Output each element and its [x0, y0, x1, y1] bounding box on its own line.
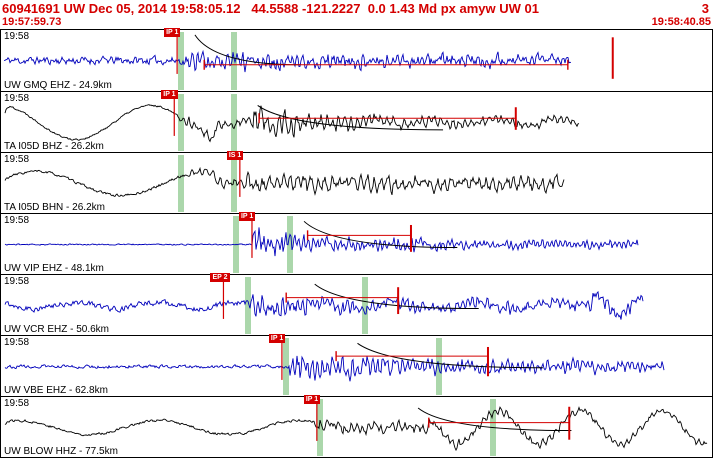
station-label: UW VCR EHZ - 50.6km — [4, 324, 110, 335]
trace-panel-7[interactable]: IP 1 19:58 UW BLOW HHZ - 77.5km — [1, 395, 713, 458]
coda-decay-curve — [417, 407, 572, 432]
trace-time-label: 19:58 — [4, 276, 30, 287]
theoretical-arrival-marker — [231, 94, 238, 151]
seismogram-trace — [4, 227, 639, 257]
theoretical-arrival-marker — [177, 32, 184, 90]
trace-time-label: 19:58 — [4, 31, 30, 42]
phase-pick-flag[interactable]: IP 1 — [303, 395, 321, 404]
station-label: UW VIP EHZ - 48.1km — [4, 263, 104, 274]
trace-time-label: 19:58 — [4, 154, 30, 165]
theoretical-arrival-marker — [231, 32, 238, 90]
window-start-time: 19:57:59.73 — [2, 16, 62, 28]
seismogram-trace — [4, 406, 708, 452]
trace-time-label: 19:58 — [4, 93, 30, 104]
theoretical-arrival-marker — [286, 216, 293, 273]
theoretical-arrival-marker — [231, 155, 238, 212]
coda-decay-curve — [257, 105, 444, 131]
waveform-plot[interactable] — [1, 30, 713, 91]
theoretical-arrival-marker — [361, 277, 368, 334]
coda-decay-curve — [194, 34, 301, 66]
phase-pick-flag[interactable]: IS 1 — [226, 151, 244, 160]
station-label: UW BLOW HHZ - 77.5km — [4, 446, 118, 457]
trace-panel-stack: IP 1 19:58 UW GMQ EHZ - 24.9km IP 1 19:58 TA … — [0, 28, 713, 458]
seismogram-trace — [4, 290, 644, 320]
seismogram-trace — [4, 104, 580, 143]
station-label: TA I05D BHN - 26.2km — [4, 202, 105, 213]
trace-panel-4[interactable]: IP 1 19:58 UW VIP EHZ - 48.1km — [1, 212, 713, 275]
window-end-time: 19:58:40.85 — [651, 16, 711, 28]
theoretical-arrival-marker — [316, 399, 323, 456]
trace-panel-3[interactable]: IS 1 19:58 TA I05D BHN - 26.2km — [1, 151, 713, 214]
phase-pick-flag[interactable]: EP 2 — [210, 273, 230, 282]
station-label: UW VBE EHZ - 62.8km — [4, 385, 108, 396]
phase-pick-flag[interactable]: IP 1 — [268, 334, 286, 343]
trace-time-label: 19:58 — [4, 215, 30, 226]
station-label: UW GMQ EHZ - 24.9km — [4, 80, 112, 91]
theoretical-arrival-marker — [436, 338, 443, 395]
trace-time-label: 19:58 — [4, 337, 30, 348]
theoretical-arrival-marker — [177, 94, 184, 151]
trace-panel-6[interactable]: IP 1 19:58 UW VBE EHZ - 62.8km — [1, 334, 713, 397]
trace-panel-5[interactable]: EP 2 19:58 UW VCR EHZ - 50.6km — [1, 273, 713, 336]
waveform-plot[interactable] — [1, 275, 713, 336]
event-info-text: 60941691 UW Dec 05, 2014 19:58:05.12 44.… — [2, 1, 539, 16]
trace-count: 3 — [701, 1, 709, 16]
event-header: 60941691 UW Dec 05, 2014 19:58:05.12 44.… — [0, 0, 713, 16]
seismogram-trace — [4, 166, 565, 197]
seismogram-trace — [4, 355, 665, 382]
phase-pick-flag[interactable]: IP 1 — [164, 28, 181, 37]
trace-panel-2[interactable]: IP 1 19:58 TA I05D BHZ - 26.2km — [1, 90, 713, 153]
theoretical-arrival-marker — [244, 277, 251, 334]
trace-time-label: 19:58 — [4, 398, 30, 409]
waveform-plot[interactable] — [1, 214, 713, 275]
phase-pick-flag[interactable]: IP 1 — [161, 90, 178, 99]
coda-decay-curve — [314, 283, 479, 310]
theoretical-arrival-marker — [177, 155, 184, 212]
waveform-plot[interactable] — [1, 92, 713, 153]
coda-decay-curve — [357, 342, 543, 369]
station-label: TA I05D BHZ - 26.2km — [4, 141, 104, 152]
waveform-plot[interactable] — [1, 153, 713, 214]
phase-pick-flag[interactable]: IP 1 — [238, 212, 256, 221]
waveform-plot[interactable] — [1, 397, 713, 458]
time-window-row: 19:57:59.73 19:58:40.85 — [0, 16, 713, 29]
seismogram-trace — [3, 49, 572, 73]
coda-decay-curve — [303, 220, 458, 249]
trace-panel-1[interactable]: IP 1 19:58 UW GMQ EHZ - 24.9km — [1, 28, 713, 91]
waveform-plot[interactable] — [1, 336, 713, 397]
